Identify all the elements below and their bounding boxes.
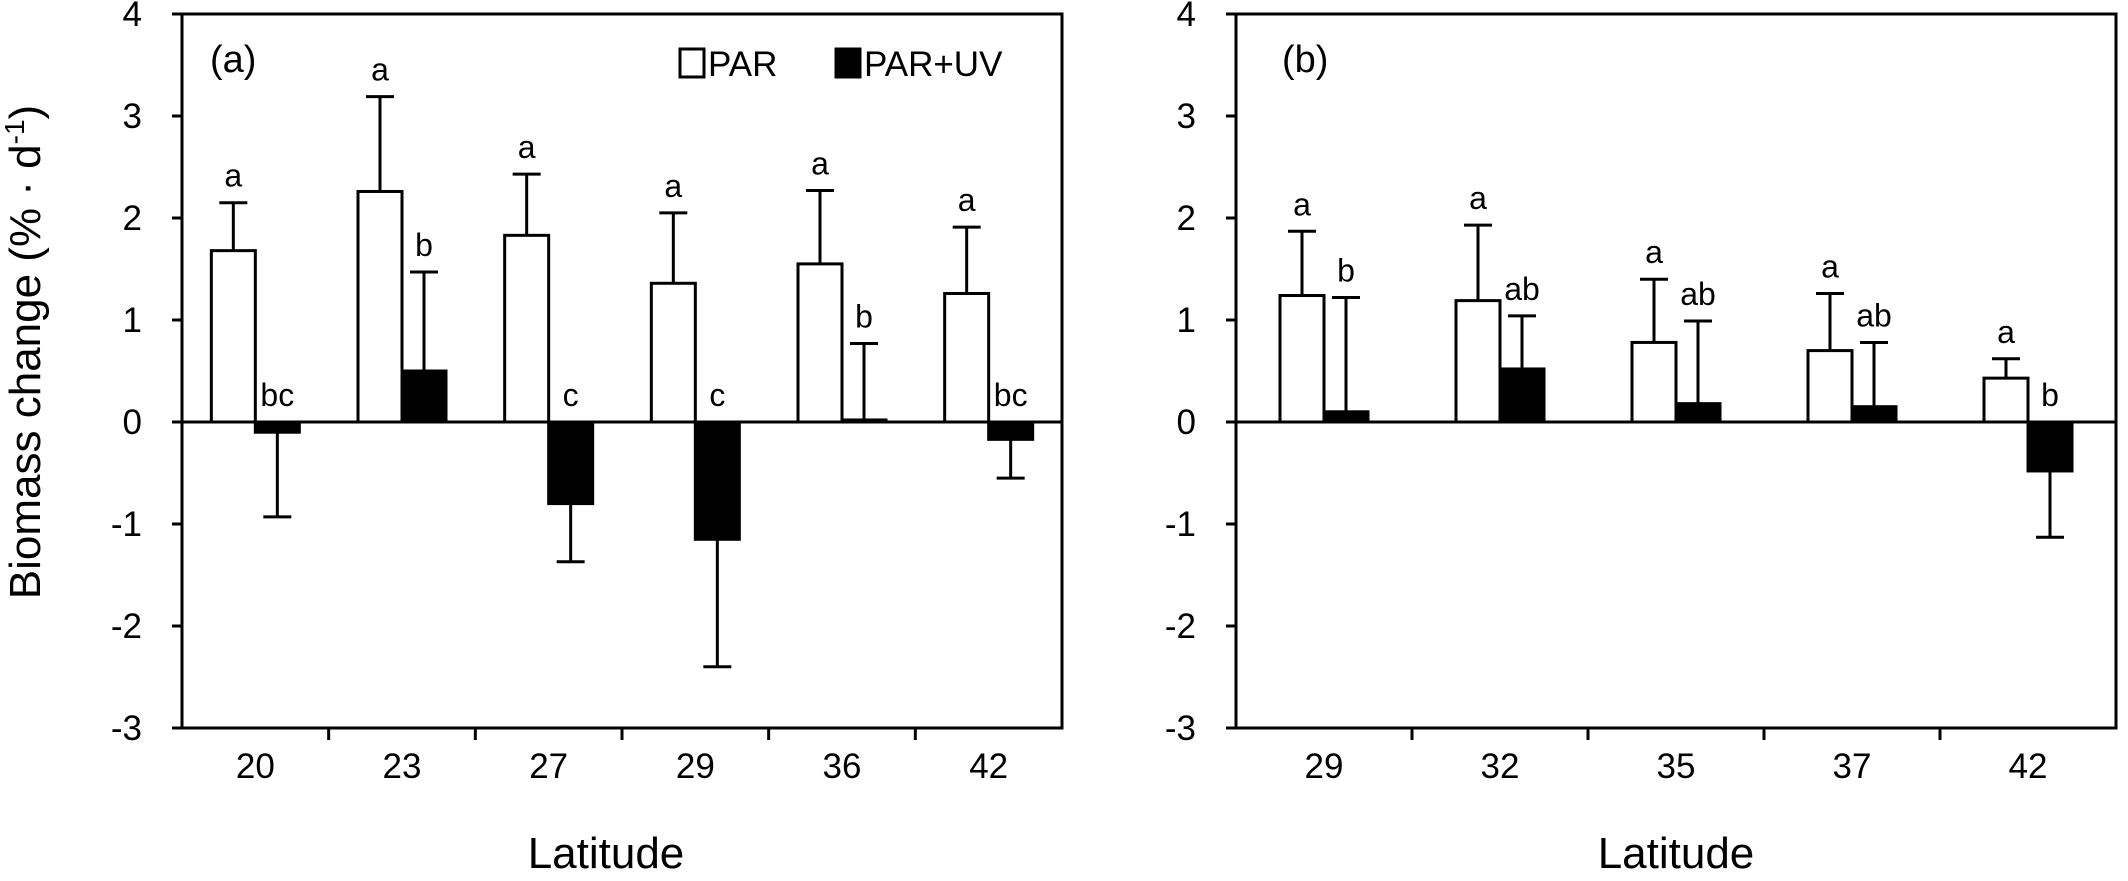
panel-a-x-tick-label: 29 bbox=[676, 747, 715, 786]
panel-b-y-tick-label: 3 bbox=[1177, 97, 1196, 136]
panel-b-bar-par-uv bbox=[2026, 420, 2074, 473]
panel-b-y-tick-label: -2 bbox=[1165, 607, 1196, 646]
legend-par-label: PAR bbox=[708, 45, 777, 84]
panel-a-bar-par-uv bbox=[400, 369, 448, 424]
panel-b-bar-par bbox=[1454, 299, 1502, 424]
panel-b-x-tick-label: 35 bbox=[1657, 747, 1696, 786]
panel-a-bar-par-uv bbox=[693, 420, 741, 541]
panel-a-x-tick-label: 20 bbox=[236, 747, 275, 786]
panel-b-y-tick-label: 4 bbox=[1177, 0, 1196, 34]
panel-b-y-tick-label: -1 bbox=[1165, 505, 1196, 544]
legend-par-swatch bbox=[678, 47, 706, 79]
panel-a-bar-par bbox=[503, 233, 551, 424]
panel-b-significance-letter: ab bbox=[1680, 276, 1716, 312]
panel-b-significance-letter: b bbox=[2041, 377, 2059, 413]
y-axis-title-main: Biomass change (% · d bbox=[1, 144, 50, 599]
panel-a-bar-par bbox=[796, 262, 844, 424]
panel-b-y-tick-label: 2 bbox=[1177, 199, 1196, 238]
panel-b-bar-par bbox=[1278, 294, 1326, 424]
panel-a-x-tick-label: 36 bbox=[823, 747, 862, 786]
panel-a-significance-letter: a bbox=[664, 168, 682, 204]
panel-a-significance-letter: c bbox=[563, 377, 579, 413]
panel-a-significance-letter: b bbox=[415, 227, 433, 263]
panel-a-significance-letter: a bbox=[224, 158, 242, 194]
panel-a-bar-par-uv bbox=[547, 420, 595, 506]
panel-a-y-tick-label: -1 bbox=[111, 505, 142, 544]
panel-a-plot-frame bbox=[180, 12, 1064, 730]
panel-b-y-tick-label: 0 bbox=[1177, 403, 1196, 442]
panel-a-significance-letter: bc bbox=[994, 377, 1028, 413]
panel-a-y-tick-label: -3 bbox=[111, 709, 142, 748]
panel-b-bar-par bbox=[1982, 376, 2030, 424]
panel-b-significance-letter: a bbox=[1997, 314, 2015, 350]
panel-b-significance-letter: ab bbox=[1504, 271, 1540, 307]
panel-b-bar-par-uv bbox=[1498, 367, 1546, 424]
panel-a-bar-par-uv bbox=[840, 418, 888, 424]
panel-a-y-tick-label: 3 bbox=[123, 97, 142, 136]
y-axis-title: Biomass change (% · d-1) bbox=[0, 105, 50, 599]
panel-b-x-tick-label: 42 bbox=[2009, 747, 2048, 786]
legend-par-uv-label: PAR+UV bbox=[864, 45, 1003, 84]
panel-b-plot-frame bbox=[1234, 12, 2118, 730]
panel-a-significance-letter: c bbox=[709, 377, 725, 413]
panel-b-significance-letter: ab bbox=[1856, 297, 1892, 333]
panel-a-significance-letter: a bbox=[371, 52, 389, 88]
panel-b-label: (b) bbox=[1282, 39, 1328, 81]
panel-a-bar-par bbox=[356, 189, 404, 424]
panel-a-y-tick-label: 0 bbox=[123, 403, 142, 442]
panel-b-bar-par bbox=[1806, 349, 1854, 424]
panel-a-x-tick-label: 23 bbox=[383, 747, 422, 786]
panel-b-bar-par-uv bbox=[1322, 410, 1370, 424]
panel-a-bar-par bbox=[209, 249, 257, 424]
panel-a-legend: PAR PAR+UV bbox=[678, 45, 1003, 84]
panel-a-significance-letter: a bbox=[811, 145, 829, 181]
panel-a-significance-letter: bc bbox=[260, 377, 294, 413]
panel-b-significance-letter: a bbox=[1469, 180, 1487, 216]
panel-b-x-tick-label: 29 bbox=[1305, 747, 1344, 786]
panel-b-y-tick-label: -3 bbox=[1165, 709, 1196, 748]
panel-b-x-axis-title: Latitude bbox=[1598, 829, 1755, 878]
panel-a-label: (a) bbox=[210, 39, 256, 81]
panel-b-significance-letter: b bbox=[1337, 253, 1355, 289]
panel-a-bar-par-uv bbox=[253, 420, 301, 434]
panel-a-bar-par bbox=[943, 291, 991, 424]
panel-b-bar-par-uv bbox=[1850, 405, 1898, 424]
panel-a-x-tick-label: 42 bbox=[969, 747, 1008, 786]
panel-b-x-tick-label: 32 bbox=[1481, 747, 1520, 786]
panel-b: (b) Latitude -3-2-10123429ab32aab35aab37… bbox=[1165, 0, 2118, 878]
panel-b-significance-letter: a bbox=[1645, 234, 1663, 270]
panel-a-y-tick-label: 2 bbox=[123, 199, 142, 238]
panel-a-significance-letter: a bbox=[518, 129, 536, 165]
panel-a: (a) PAR PAR+UV Latitude -3-2-10123420abc… bbox=[111, 0, 1064, 878]
panel-b-y-tick-label: 1 bbox=[1177, 301, 1196, 340]
y-axis-title-superscript: -1 bbox=[0, 119, 30, 144]
panel-a-significance-letter: a bbox=[958, 182, 976, 218]
panel-a-bar-par bbox=[649, 281, 697, 424]
panel-a-bar-par-uv bbox=[987, 420, 1035, 441]
panel-a-significance-letter: b bbox=[855, 298, 873, 334]
panel-b-bar-par-uv bbox=[1674, 402, 1722, 424]
panel-a-x-tick-label: 27 bbox=[529, 747, 568, 786]
panel-a-y-tick-label: 1 bbox=[123, 301, 142, 340]
panel-b-significance-letter: a bbox=[1293, 186, 1311, 222]
panel-a-x-axis-title: Latitude bbox=[528, 829, 685, 878]
panel-b-significance-letter: a bbox=[1821, 248, 1839, 284]
panel-a-y-tick-label: 4 bbox=[123, 0, 142, 34]
panel-a-y-tick-label: -2 bbox=[111, 607, 142, 646]
panel-b-x-tick-label: 37 bbox=[1833, 747, 1872, 786]
legend-par-uv-swatch bbox=[834, 47, 862, 79]
y-axis-title-close: ) bbox=[1, 105, 50, 120]
panel-b-bar-par bbox=[1630, 340, 1678, 424]
